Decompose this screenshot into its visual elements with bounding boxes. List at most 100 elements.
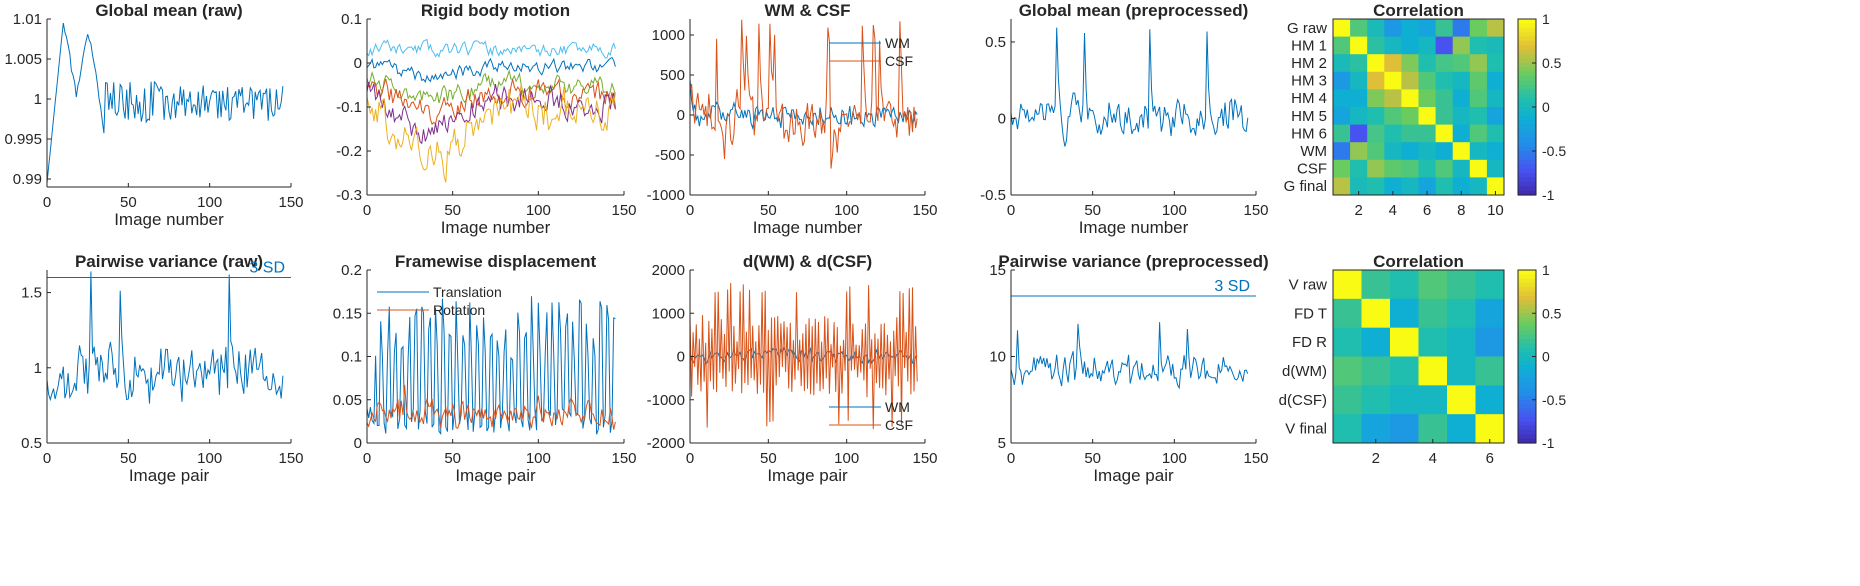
- chart-p4: Global mean (preprocessed) Image number 0 5…: [980, 1, 1268, 237]
- heatmap-cell: [1475, 385, 1505, 415]
- colorbar-segment: [1518, 173, 1536, 178]
- y-tick-label: 0: [677, 349, 685, 366]
- x-axis-label: Image number: [753, 218, 863, 237]
- heatmap-cell: [1384, 36, 1402, 55]
- series-line-v-final: [1011, 322, 1249, 390]
- heatmap-cell: [1418, 356, 1448, 386]
- heatmap-cell: [1452, 19, 1471, 38]
- colorbar-segment: [1518, 49, 1536, 55]
- heatmap-cell: [1418, 19, 1437, 38]
- colorbar-segment: [1518, 54, 1536, 60]
- colorbar-segment: [1518, 408, 1536, 414]
- x-tick-label: 0: [43, 450, 51, 467]
- heatmap-cell: [1486, 177, 1505, 196]
- x-tick-label: 100: [526, 450, 551, 467]
- y-tick-label: 1.01: [13, 11, 42, 28]
- colorbar-segment: [1518, 404, 1536, 409]
- heatmap-cell: [1333, 124, 1351, 143]
- chart-title: Correlation: [1373, 1, 1464, 20]
- y-tick-label: 10: [989, 349, 1006, 366]
- y-tick-label: 0.2: [341, 262, 362, 279]
- legend-label: Translation: [433, 284, 502, 300]
- heatmap-cell: [1486, 124, 1505, 143]
- heatmap-cell: [1390, 414, 1419, 444]
- heatmap-cell: [1435, 36, 1454, 55]
- x-tick-label: 150: [912, 450, 937, 467]
- colorbar-segment: [1518, 71, 1536, 77]
- colorbar-segment: [1518, 76, 1536, 82]
- heatmap-cell: [1418, 89, 1437, 108]
- chart-p6: Pairwise variance (raw) Image pair 3 SD 0 50…: [21, 252, 303, 485]
- colorbar-segment: [1518, 378, 1536, 384]
- legend-label: CSF: [885, 53, 913, 69]
- heatmap-cell: [1390, 270, 1419, 300]
- heatmap-cell: [1452, 177, 1471, 196]
- series-line-rotation: [367, 384, 616, 430]
- heatmap-cell: [1418, 36, 1437, 55]
- x-tick-label: 150: [1243, 202, 1268, 219]
- y-tick-label: 0.5: [985, 34, 1006, 51]
- heatmap-cell: [1401, 54, 1419, 73]
- heatmap-cell: [1350, 19, 1368, 38]
- threshold-label: 3 SD: [249, 260, 285, 277]
- heatmap-cell: [1333, 19, 1351, 38]
- heatmap-cell: [1384, 107, 1402, 126]
- colorbar-segment: [1518, 421, 1536, 427]
- row-label: CSF: [1297, 161, 1327, 178]
- x-tick-label: 100: [834, 202, 859, 219]
- x-tick-label: 100: [1162, 450, 1187, 467]
- y-tick-label: -500: [655, 147, 685, 164]
- colorbar-segment: [1518, 115, 1536, 121]
- colorbar-segment: [1518, 326, 1536, 332]
- x-tick-label: 0: [686, 202, 694, 219]
- heatmap-cell: [1401, 107, 1419, 126]
- heatmap-cell: [1452, 107, 1471, 126]
- x-tick-label: 150: [278, 450, 303, 467]
- heatmap-cell: [1418, 107, 1437, 126]
- heatmap-cell: [1333, 270, 1362, 300]
- heatmap-cell: [1333, 142, 1351, 161]
- heatmap-cell: [1361, 327, 1391, 357]
- x-tick-label: 150: [1243, 450, 1268, 467]
- colorbar-segment: [1518, 334, 1536, 340]
- colorbar-label: -1: [1542, 435, 1555, 451]
- heatmap-cell: [1469, 159, 1488, 178]
- y-tick-label: 5: [998, 435, 1006, 452]
- colorbar-segment: [1518, 19, 1536, 24]
- y-tick-label: 1000: [652, 305, 685, 322]
- colorbar-segment: [1518, 274, 1536, 280]
- chart-p7: Framewise displacement Image pair 0 50 100 15…: [333, 252, 637, 485]
- heatmap-cell: [1452, 89, 1471, 108]
- heatmap-cell: [1486, 107, 1505, 126]
- colorbar-segment: [1518, 417, 1536, 422]
- heatmap-cell: [1401, 71, 1419, 90]
- heatmap-cell: [1350, 89, 1368, 108]
- x-axis-label: Image pair: [129, 466, 210, 485]
- heatmap-cell: [1384, 89, 1402, 108]
- heatmap-cell: [1350, 159, 1368, 178]
- heatmap-cell: [1435, 177, 1454, 196]
- x-tick-label: 0: [686, 450, 694, 467]
- heatmap-cell: [1469, 89, 1488, 108]
- heatmap-cell: [1367, 54, 1385, 73]
- heatmap-cell: [1475, 298, 1505, 329]
- colorbar-segment: [1518, 287, 1536, 293]
- heatmap-cell: [1475, 327, 1505, 357]
- colorbar-segment: [1518, 32, 1536, 38]
- row-label: HM 1: [1291, 37, 1327, 54]
- heatmap-cell: [1447, 298, 1476, 329]
- heatmap-cell: [1418, 124, 1437, 143]
- colorbar-segment: [1518, 41, 1536, 46]
- heatmap-cell: [1350, 177, 1368, 196]
- chart-title: Global mean (raw): [95, 1, 242, 20]
- x-tick-label: 150: [611, 202, 636, 219]
- x-tick-label: 50: [760, 450, 777, 467]
- row-label: G raw: [1287, 20, 1327, 37]
- heatmap-cell: [1384, 71, 1402, 90]
- colorbar-segment: [1518, 291, 1536, 297]
- heatmap-cell: [1350, 107, 1368, 126]
- row-label: V raw: [1289, 276, 1328, 293]
- colorbar-segment: [1518, 356, 1536, 362]
